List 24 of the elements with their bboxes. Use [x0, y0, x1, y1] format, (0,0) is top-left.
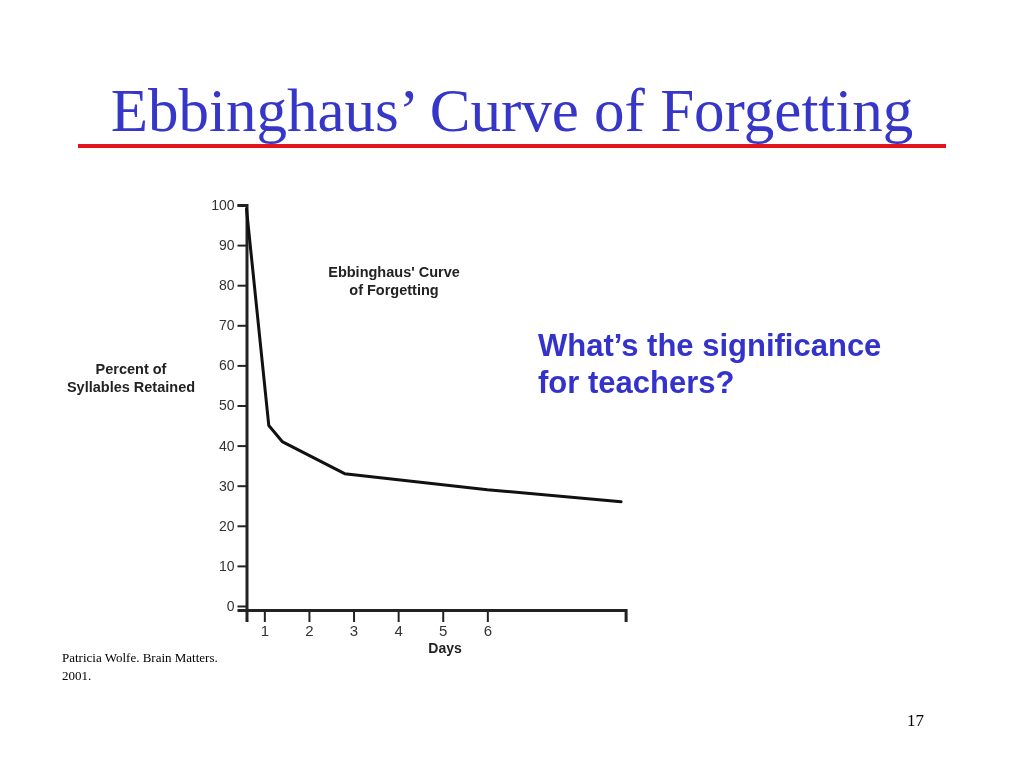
- y-tick-label: 90: [218, 237, 235, 254]
- y-axis-title: Percent of Syllables Retained: [66, 361, 196, 395]
- x-tick-label: 5: [439, 621, 448, 639]
- y-tick-label: 40: [218, 437, 235, 454]
- x-tick-label: 3: [349, 621, 359, 639]
- y-tick-label: 80: [218, 277, 235, 294]
- y-tick-label: 60: [218, 357, 235, 374]
- text: 17: [907, 711, 925, 730]
- chart-title: Ebbinghaus’ Curve of Forgetting: [110, 77, 914, 144]
- y-tick-label: 20: [218, 517, 235, 534]
- y-tick-label: 30: [218, 477, 235, 494]
- y-tick-label: 70: [218, 317, 235, 334]
- y-tick-label: 10: [218, 557, 235, 574]
- x-tick-label: 4: [394, 621, 403, 639]
- x-tick-label: 1: [260, 621, 270, 639]
- x-axis-title: Days: [428, 640, 462, 656]
- y-tick-label: 50: [218, 397, 235, 414]
- text: Ebbinghaus' Curve of Forgetting: [328, 264, 460, 298]
- x-tick-label: 2: [305, 621, 314, 639]
- x-tick-label: 6: [483, 621, 493, 639]
- text: Patricia Wolfe. Brain Matters. 2001.: [62, 650, 218, 683]
- y-tick-label: 100: [211, 196, 235, 213]
- y-tick-label: 0: [226, 597, 235, 614]
- annotation: What’s the significance for teachers?: [538, 328, 882, 400]
